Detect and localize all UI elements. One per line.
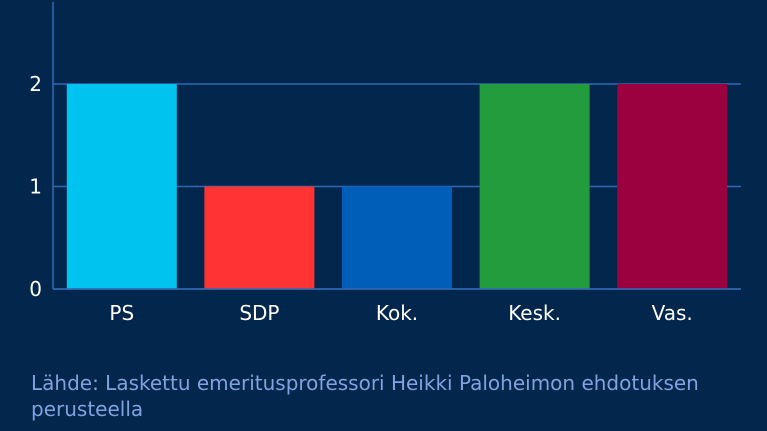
source-note: Lähde: Laskettu emeritusprofessori Heikk… — [31, 371, 699, 421]
bar-chart: 0 1 2 PS SDP Kok. Kesk. Vas. — [29, 2, 741, 325]
x-tick-label: Kok. — [376, 301, 418, 325]
x-tick-label: Kesk. — [508, 301, 561, 325]
x-tick-label: SDP — [239, 301, 279, 325]
y-tick-label: 0 — [29, 277, 42, 301]
bar-sdp — [204, 186, 315, 289]
bar-ps — [66, 84, 177, 289]
x-tick-label: Vas. — [652, 301, 693, 325]
y-tick-label: 1 — [29, 175, 42, 199]
bar-vas — [617, 84, 728, 289]
chart-svg: 0 1 2 PS SDP Kok. Kesk. Vas. — [29, 2, 741, 325]
bar-kesk — [479, 84, 590, 289]
x-tick-label: PS — [109, 301, 134, 325]
bar-kok — [342, 186, 452, 289]
y-tick-label: 2 — [29, 72, 42, 96]
